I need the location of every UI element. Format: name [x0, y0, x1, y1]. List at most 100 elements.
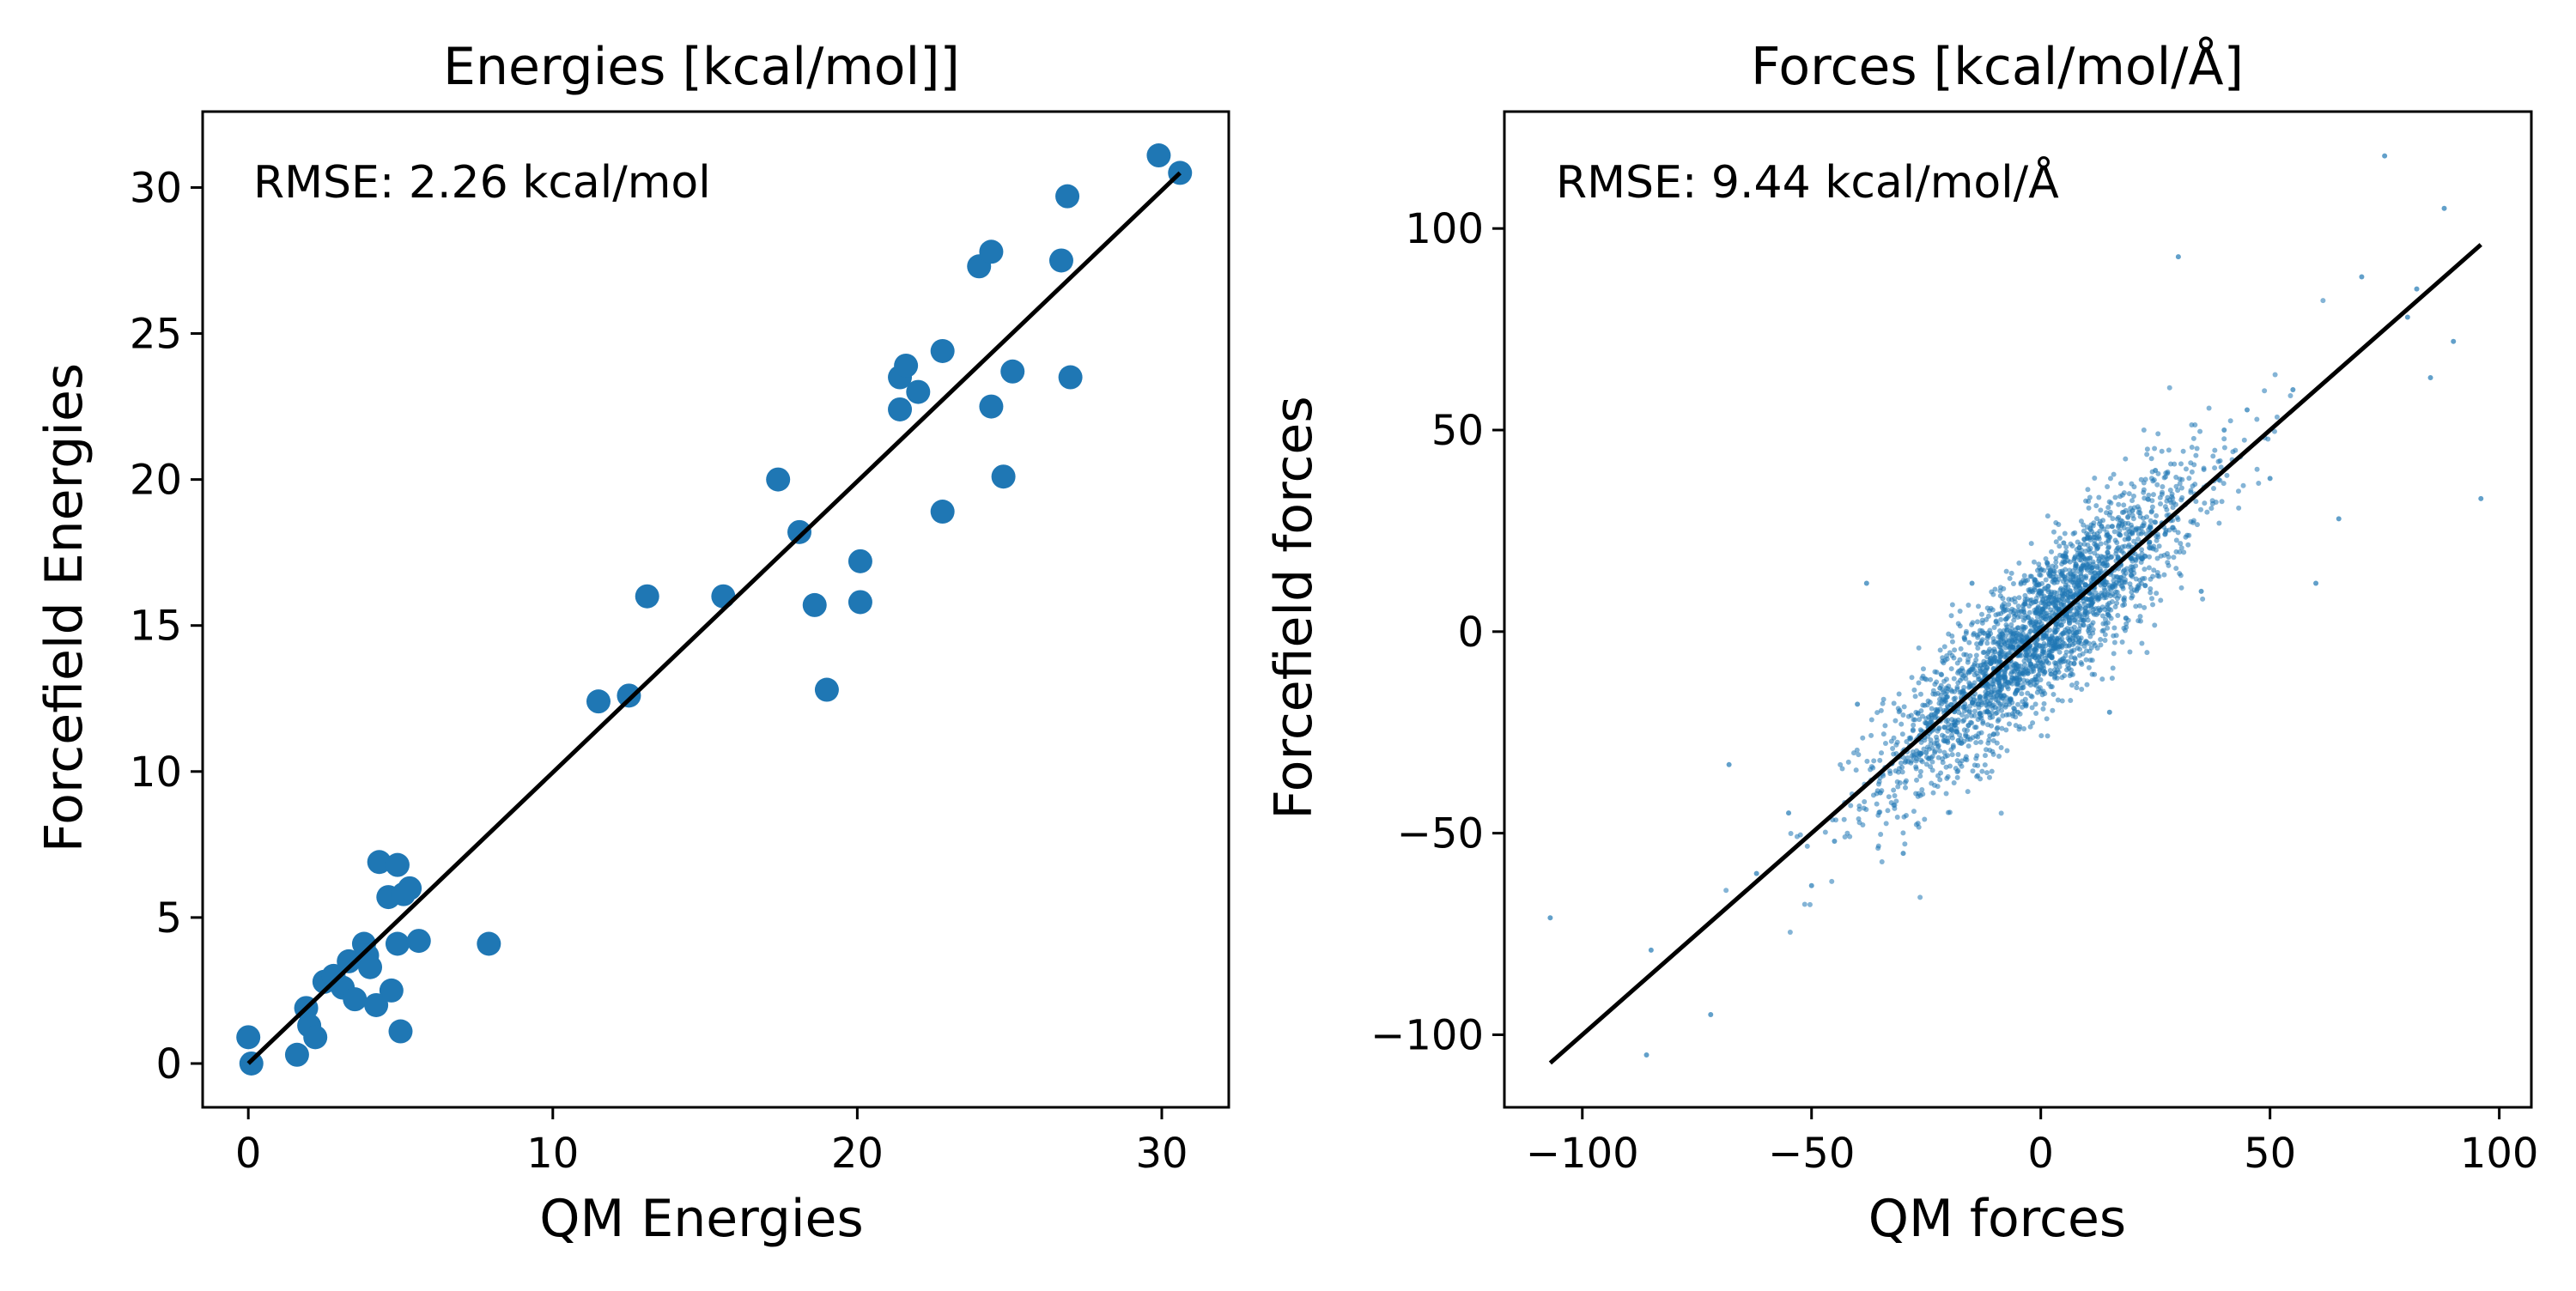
- forces-cloud-point: [2221, 481, 2227, 487]
- forces-cloud-point: [2029, 677, 2035, 683]
- forces-cloud-point: [2036, 655, 2042, 661]
- forces-cloud-point: [2100, 627, 2106, 633]
- forces-cloud-point: [1891, 700, 1897, 706]
- forces-cloud-point: [2151, 567, 2157, 573]
- forces-cloud-point: [1845, 759, 1851, 765]
- forces-cloud-point: [2008, 635, 2014, 641]
- forces-cloud-point: [2055, 642, 2061, 648]
- forces-cloud-point: [2171, 555, 2177, 561]
- forces-cloud-point: [2210, 485, 2216, 491]
- forces-cloud-point: [1976, 730, 1982, 736]
- forces-data-point: [2129, 507, 2136, 513]
- forces-cloud-point: [1985, 740, 1991, 746]
- forces-cloud-point: [2122, 602, 2128, 608]
- forces-cloud-point: [1922, 737, 1928, 743]
- forces-cloud-point: [2059, 675, 2065, 681]
- forces-y-tick-label: 50: [1431, 407, 1484, 455]
- forces-cloud-point: [2023, 701, 2029, 707]
- forces-cloud-point: [2161, 552, 2167, 558]
- forces-cloud-point: [2009, 626, 2015, 632]
- energies-y-tick-label: 10: [130, 749, 182, 797]
- forces-cloud-point: [2161, 572, 2167, 578]
- forces-cloud-point: [2078, 518, 2084, 524]
- forces-cloud-point: [2121, 597, 2127, 603]
- forces-cloud-point: [1911, 717, 1917, 723]
- forces-cloud-point: [2074, 685, 2080, 691]
- forces-cloud-point: [2082, 605, 2088, 611]
- forces-cloud-point: [2099, 524, 2105, 530]
- forces-cloud-point: [1929, 759, 1935, 765]
- forces-cloud-point: [2082, 639, 2088, 645]
- forces-cloud-point: [2010, 581, 2016, 587]
- forces-cloud-point: [1965, 727, 1971, 733]
- forces-cloud-point: [2138, 476, 2144, 482]
- forces-cloud-point: [2115, 613, 2121, 619]
- forces-cloud-point: [2074, 609, 2080, 615]
- forces-cloud-point: [2040, 635, 2046, 641]
- forces-cloud-point: [2129, 573, 2136, 579]
- forces-cloud-point: [2089, 658, 2095, 664]
- forces-cloud-point: [2016, 595, 2022, 601]
- forces-cloud-point: [2153, 547, 2159, 553]
- forces-cloud-point: [2015, 701, 2021, 707]
- forces-cloud-point: [1998, 745, 2004, 751]
- forces-cloud-point: [2188, 460, 2194, 466]
- forces-cloud-point: [2070, 595, 2076, 601]
- forces-cloud-point: [2078, 660, 2084, 666]
- forces-cloud-point: [1864, 758, 1870, 764]
- energies-data-point: [617, 683, 641, 708]
- forces-cloud-point: [2167, 487, 2173, 493]
- forces-cloud-point: [1920, 666, 1926, 672]
- energies-x-tick-label: 0: [235, 1130, 262, 1178]
- forces-cloud-point: [1924, 702, 1930, 708]
- forces-cloud-point: [2166, 385, 2172, 391]
- forces-cloud-point: [2106, 613, 2112, 619]
- forces-x-tick-label: −100: [1526, 1130, 1639, 1178]
- forces-cloud-point: [2177, 549, 2183, 555]
- forces-cloud-point: [1961, 717, 1967, 723]
- forces-cloud-point: [1918, 728, 1924, 734]
- forces-cloud-point: [2006, 712, 2012, 718]
- forces-cloud-point: [1945, 705, 1951, 711]
- forces-cloud-point: [1838, 761, 1844, 767]
- forces-cloud-point: [2060, 658, 2066, 664]
- forces-cloud-point: [2067, 673, 2073, 679]
- forces-cloud-point: [1999, 725, 2005, 731]
- forces-cloud-point: [2190, 435, 2196, 441]
- forces-cloud-point: [2063, 544, 2069, 550]
- forces-cloud-point: [1801, 901, 1807, 907]
- forces-cloud-point: [2241, 437, 2247, 443]
- forces-cloud-point: [2073, 586, 2079, 592]
- forces-cloud-point: [2063, 587, 2069, 593]
- forces-cloud-point: [2117, 528, 2123, 534]
- forces-cloud-point: [1943, 676, 1949, 682]
- forces-cloud-point: [1933, 706, 1939, 712]
- forces-cloud-point: [2085, 617, 2091, 623]
- forces-cloud-point: [1977, 694, 1983, 700]
- forces-cloud-point: [2072, 656, 2078, 662]
- forces-data-point: [2404, 314, 2410, 320]
- forces-cloud-point: [2040, 688, 2046, 694]
- forces-cloud-point: [1913, 766, 1919, 772]
- forces-cloud-point: [2090, 609, 2096, 615]
- forces-cloud-point: [1904, 739, 1910, 745]
- forces-cloud-point: [1905, 713, 1911, 719]
- forces-cloud-point: [1991, 677, 1997, 683]
- forces-cloud-point: [1885, 808, 1891, 814]
- forces-cloud-point: [1970, 664, 1976, 670]
- forces-cloud-point: [1969, 621, 1975, 627]
- forces-cloud-point: [1990, 749, 1996, 755]
- forces-cloud-point: [1968, 683, 1974, 689]
- forces-cloud-point: [2174, 514, 2180, 520]
- forces-cloud-point: [1980, 650, 1986, 656]
- forces-cloud-point: [1943, 718, 1949, 724]
- forces-cloud-point: [2172, 501, 2178, 507]
- forces-cloud-point: [2067, 629, 2073, 635]
- forces-cloud-point: [2087, 494, 2093, 500]
- forces-cloud-point: [1919, 787, 1925, 793]
- forces-cloud-point: [1935, 755, 1941, 761]
- forces-cloud-point: [2015, 603, 2021, 609]
- forces-cloud-point: [1862, 799, 1868, 805]
- forces-cloud-point: [2221, 436, 2227, 442]
- forces-cloud-point: [2111, 651, 2117, 657]
